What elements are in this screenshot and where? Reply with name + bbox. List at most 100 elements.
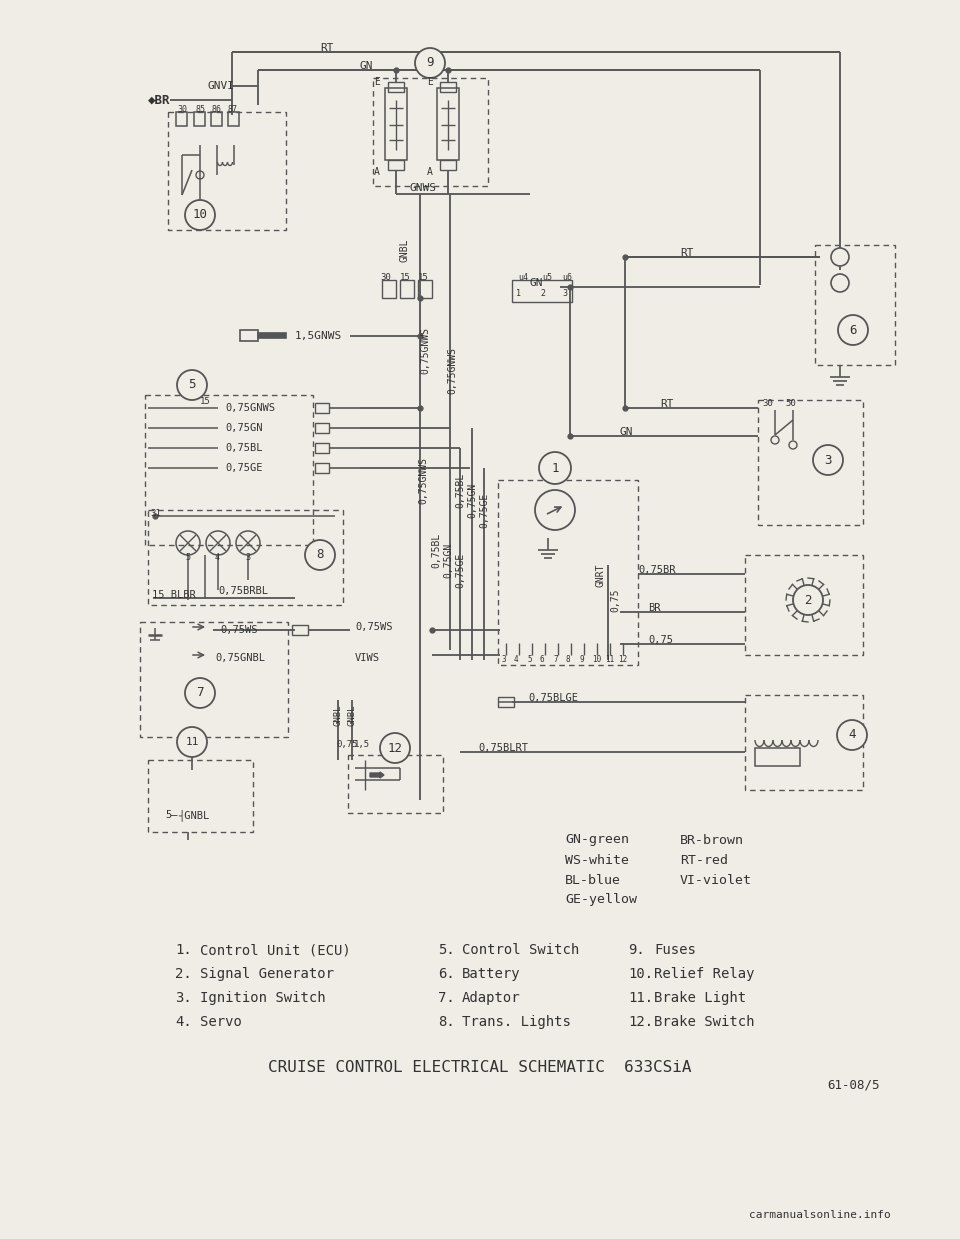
Text: WS-white: WS-white	[565, 854, 629, 866]
Text: 6: 6	[850, 323, 856, 337]
Text: GNBL: GNBL	[399, 238, 409, 261]
Bar	[315, 403, 329, 413]
Text: 5: 5	[527, 655, 532, 664]
Text: Brake Switch: Brake Switch	[654, 1015, 755, 1030]
Circle shape	[305, 540, 335, 570]
Text: 10: 10	[193, 208, 207, 222]
Text: GNVI: GNVI	[208, 81, 235, 90]
Text: RT: RT	[320, 43, 333, 53]
Text: 1: 1	[551, 461, 559, 475]
Bar	[211, 112, 222, 126]
Bar	[176, 112, 187, 126]
Bar	[388, 82, 404, 92]
FancyArrow shape	[370, 772, 384, 778]
Bar	[498, 479, 638, 665]
Text: RT-red: RT-red	[680, 854, 728, 866]
Text: 15 BLBR: 15 BLBR	[152, 590, 196, 600]
Bar	[145, 395, 313, 545]
Text: 15: 15	[200, 398, 211, 406]
Text: 8: 8	[566, 655, 570, 664]
Text: 1,5GNWS: 1,5GNWS	[295, 331, 343, 341]
Text: GNRT: GNRT	[595, 564, 605, 587]
Text: 6: 6	[540, 655, 544, 664]
Text: 4: 4	[849, 729, 855, 741]
Text: u4: u4	[518, 273, 528, 281]
Text: 50: 50	[785, 399, 796, 408]
Text: 0,75GN: 0,75GN	[443, 543, 453, 577]
Text: GN-green: GN-green	[565, 834, 629, 846]
Circle shape	[185, 199, 215, 230]
Text: 9.: 9.	[628, 943, 645, 957]
Text: 86: 86	[212, 105, 222, 114]
Bar	[258, 333, 286, 338]
Text: 8.: 8.	[438, 1015, 455, 1030]
Text: Servo: Servo	[200, 1015, 242, 1030]
Bar	[315, 422, 329, 432]
Text: 0,75GNWS: 0,75GNWS	[418, 456, 428, 503]
Text: 12.: 12.	[628, 1015, 653, 1030]
Text: 30: 30	[762, 399, 773, 408]
Text: 0,75GE: 0,75GE	[479, 492, 489, 528]
Bar	[440, 160, 456, 170]
Bar	[148, 510, 343, 605]
Text: 5: 5	[185, 554, 190, 563]
Bar	[745, 555, 863, 655]
Bar	[168, 112, 286, 230]
Text: 0,75: 0,75	[610, 589, 620, 612]
Circle shape	[831, 248, 849, 266]
Circle shape	[813, 445, 843, 475]
Bar	[400, 280, 414, 299]
Text: 3: 3	[245, 554, 250, 563]
Text: 5.: 5.	[438, 943, 455, 957]
Text: RT: RT	[680, 248, 693, 258]
Text: VIWS: VIWS	[355, 653, 380, 663]
Circle shape	[539, 452, 571, 484]
Text: A: A	[374, 167, 380, 177]
Text: 10.: 10.	[628, 966, 653, 981]
Text: 0,75BLGE: 0,75BLGE	[528, 693, 578, 703]
Bar	[373, 78, 488, 186]
Bar	[292, 624, 308, 636]
Bar	[512, 280, 572, 302]
Bar	[758, 400, 863, 525]
Bar	[194, 112, 205, 126]
Text: 2: 2	[804, 593, 812, 607]
Text: 2: 2	[540, 289, 545, 297]
Text: Signal Generator: Signal Generator	[200, 966, 334, 981]
Text: 1,5: 1,5	[354, 741, 371, 750]
Text: 61-08/5: 61-08/5	[828, 1078, 880, 1092]
Text: 1.: 1.	[175, 943, 192, 957]
Text: 11.: 11.	[628, 991, 653, 1005]
Text: BR: BR	[648, 603, 660, 613]
Circle shape	[177, 370, 207, 400]
Bar	[440, 82, 456, 92]
Text: GNBL: GNBL	[333, 704, 343, 726]
Text: Control Unit (ECU): Control Unit (ECU)	[200, 943, 350, 957]
Text: 11: 11	[605, 655, 614, 664]
Bar	[240, 330, 258, 341]
Text: CRUISE CONTROL ELECTRICAL SCHEMATIC  633CSiA: CRUISE CONTROL ELECTRICAL SCHEMATIC 633C…	[268, 1061, 692, 1075]
Text: 15: 15	[418, 274, 429, 282]
Circle shape	[837, 720, 867, 750]
Text: 15: 15	[400, 274, 411, 282]
Text: ┤GNBL: ┤GNBL	[178, 809, 209, 821]
Bar	[418, 280, 432, 299]
Text: Battery: Battery	[462, 966, 520, 981]
Text: 0,75GN: 0,75GN	[467, 482, 477, 518]
Text: 12: 12	[618, 655, 627, 664]
Text: 3.: 3.	[175, 991, 192, 1005]
Bar	[382, 280, 396, 299]
Bar	[148, 760, 253, 833]
Text: 0,75BL: 0,75BL	[455, 472, 465, 508]
Text: BR-brown: BR-brown	[680, 834, 744, 846]
Text: 5–: 5–	[165, 810, 178, 820]
Text: carmanualsonline.info: carmanualsonline.info	[749, 1211, 891, 1220]
Text: 4.: 4.	[175, 1015, 192, 1030]
Text: A: A	[427, 167, 433, 177]
Text: GN: GN	[530, 278, 543, 287]
Bar	[348, 755, 443, 813]
Text: E: E	[374, 77, 380, 87]
Text: 0,75: 0,75	[648, 636, 673, 646]
Text: 0,75GE: 0,75GE	[455, 553, 465, 587]
Text: Relief Relay: Relief Relay	[654, 966, 755, 981]
